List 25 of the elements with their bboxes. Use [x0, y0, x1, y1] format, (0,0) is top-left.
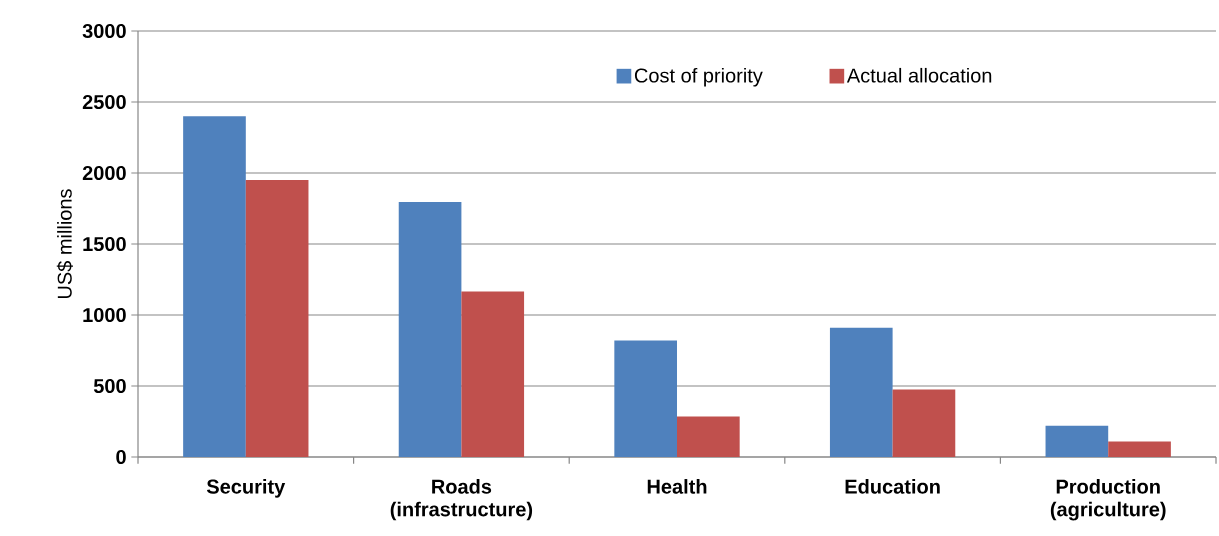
y-tick-label: 1000: [83, 307, 126, 323]
y-tick-label: 1500: [83, 236, 126, 252]
legend-label: Actual allocation: [846, 67, 992, 83]
bar: [398, 202, 462, 457]
bar: [183, 116, 246, 457]
x-tick-label: Education: [845, 479, 940, 494]
x-tick-label: Production (agriculture): [1050, 479, 1166, 521]
y-tick-label: 0: [116, 449, 126, 465]
legend-label: Cost of priority: [634, 67, 763, 87]
bar: [1045, 425, 1109, 457]
y-tick-label: 3000: [82, 23, 126, 39]
y-tick-label: 2000: [82, 165, 126, 181]
bar: [614, 340, 678, 457]
bar: [1108, 441, 1171, 457]
x-tick-label: Health: [647, 479, 707, 494]
bar: [677, 416, 740, 457]
x-tick-label: Roads (infrastructure): [390, 479, 533, 521]
bar: [892, 389, 956, 457]
bar: [245, 180, 309, 457]
y-axis-title: US$ millions: [56, 189, 73, 299]
bar: [829, 327, 893, 457]
x-tick-label: Security: [206, 479, 286, 498]
bar: [461, 291, 525, 457]
y-tick-label: 2500: [82, 94, 126, 110]
y-tick-label: 500: [93, 378, 126, 394]
